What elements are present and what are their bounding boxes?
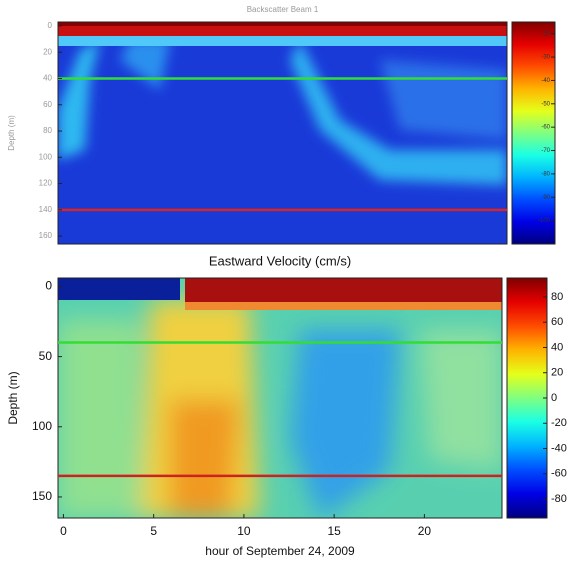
y-tick-label: 160 <box>39 231 53 240</box>
x-tick-label: 15 <box>327 524 341 538</box>
y-tick-label: 100 <box>39 152 53 161</box>
colorbar-tick-label: 20 <box>551 367 563 379</box>
colorbar-tick-label: 40 <box>551 341 563 353</box>
y-axis-label: Depth (m) <box>6 371 20 424</box>
y-tick-label: 80 <box>43 126 52 135</box>
y-tick-label: 150 <box>32 489 52 503</box>
colorbar-tick-label: -90 <box>541 195 550 201</box>
colorbar-tick-label: -70 <box>541 148 550 154</box>
x-tick-label: 0 <box>60 524 67 538</box>
plot-frame <box>57 277 503 519</box>
plot-frame <box>57 21 508 245</box>
y-tick-label: 40 <box>43 74 52 83</box>
colorbar-tick-label: -100 <box>538 218 551 224</box>
colorbar-tick-label: 0 <box>551 392 557 404</box>
colorbar-tick-label: 80 <box>551 291 563 303</box>
colorbar-tick-label: -40 <box>551 442 567 454</box>
chart-title: Eastward Velocity (cm/s) <box>209 253 351 268</box>
colorbar-tick-label: -20 <box>551 417 567 429</box>
velocity-image <box>58 278 502 518</box>
colorbar-tick-label: 60 <box>551 316 563 328</box>
colorbar-tick-label: -20 <box>541 31 550 37</box>
colorbar-tick-label: -40 <box>541 78 550 84</box>
y-tick-label: 0 <box>48 21 53 30</box>
colorbar-tick-label: -60 <box>551 468 567 480</box>
colorbar-tick-label: -30 <box>541 55 550 61</box>
x-tick-label: 20 <box>418 524 432 538</box>
x-axis-label: hour of September 24, 2009 <box>205 544 355 558</box>
y-tick-label: 20 <box>43 47 52 56</box>
y-tick-label: 140 <box>39 205 53 214</box>
y-axis-label: Depth (m) <box>7 115 16 151</box>
y-tick-label: 60 <box>43 100 52 109</box>
y-tick-label: 0 <box>45 279 52 293</box>
colorbar <box>511 21 556 245</box>
x-tick-label: 5 <box>150 524 157 538</box>
y-tick-label: 100 <box>32 419 52 433</box>
colorbar-tick-label: -80 <box>551 493 567 505</box>
colorbar-tick-label: -50 <box>541 101 550 107</box>
colorbar <box>506 277 548 519</box>
x-tick-label: 10 <box>237 524 251 538</box>
y-tick-label: 120 <box>39 179 53 188</box>
colorbar-tick-label: -60 <box>541 125 550 131</box>
colorbar-tick-label: -80 <box>541 171 550 177</box>
chart-title: Backscatter Beam 1 <box>247 5 319 14</box>
y-tick-label: 50 <box>39 349 53 363</box>
